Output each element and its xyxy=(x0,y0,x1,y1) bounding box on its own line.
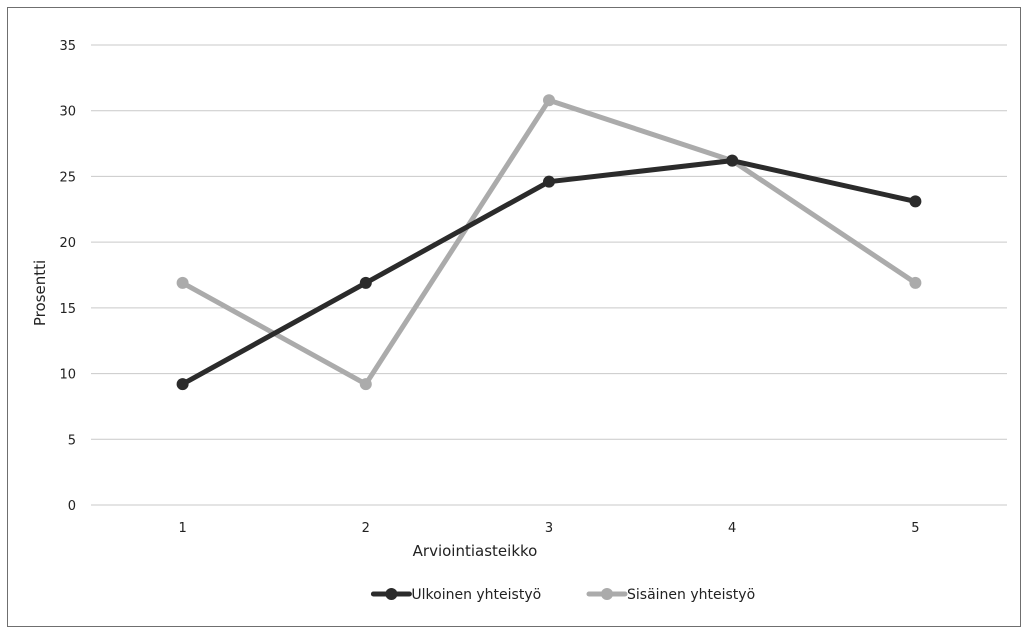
data-point xyxy=(176,276,189,289)
data-point xyxy=(176,378,189,391)
series-line xyxy=(180,158,918,387)
legend-label: Ulkoinen yhteistyö xyxy=(411,587,541,603)
y-tick-label: 15 xyxy=(59,302,76,317)
data-point xyxy=(909,195,922,208)
line-chart: 0 5 10 15 20 25 30 35 1 2 3 4 5 Arviointiasteikko P… xyxy=(31,39,1007,603)
data-point xyxy=(909,276,922,289)
y-tick-label: 30 xyxy=(59,105,76,120)
y-tick-label: 5 xyxy=(68,433,76,448)
x-tick-label: 3 xyxy=(545,521,553,536)
x-tick-labels: 1 2 3 4 5 xyxy=(178,521,919,536)
series-lines xyxy=(176,94,922,391)
legend-item: Ulkoinen yhteistyö xyxy=(370,587,541,603)
gridlines xyxy=(91,44,1007,506)
y-tick-label: 35 xyxy=(59,39,76,54)
x-tick-label: 5 xyxy=(911,521,919,536)
legend-swatch-marker xyxy=(601,588,613,600)
series-0 xyxy=(176,154,922,391)
y-tick-labels: 0 5 10 15 20 25 30 35 xyxy=(59,39,76,514)
chart-frame: 0 5 10 15 20 25 30 35 1 2 3 4 5 Arviointiasteikko P… xyxy=(7,7,1021,627)
y-tick-label: 25 xyxy=(59,170,76,185)
legend-swatch-marker xyxy=(385,588,398,600)
x-tick-label: 2 xyxy=(362,521,370,536)
y-tick-label: 20 xyxy=(59,236,76,251)
legend-label: Sisäinen yhteistyö xyxy=(627,587,755,603)
y-axis-title: Prosentti xyxy=(31,260,49,326)
legend-item: Sisäinen yhteistyö xyxy=(586,587,755,603)
x-axis-title: Arviointiasteikko xyxy=(413,542,538,560)
data-point xyxy=(543,94,555,107)
data-point xyxy=(726,154,739,167)
x-tick-label: 4 xyxy=(728,521,736,536)
data-point xyxy=(543,175,555,188)
data-point xyxy=(359,276,372,289)
x-tick-label: 1 xyxy=(178,521,186,536)
series-1 xyxy=(176,94,922,391)
y-tick-label: 10 xyxy=(59,368,76,383)
y-tick-label: 0 xyxy=(68,499,76,514)
legend: Ulkoinen yhteistyö Sisäinen yhteistyö xyxy=(370,587,755,603)
data-point xyxy=(359,378,372,391)
